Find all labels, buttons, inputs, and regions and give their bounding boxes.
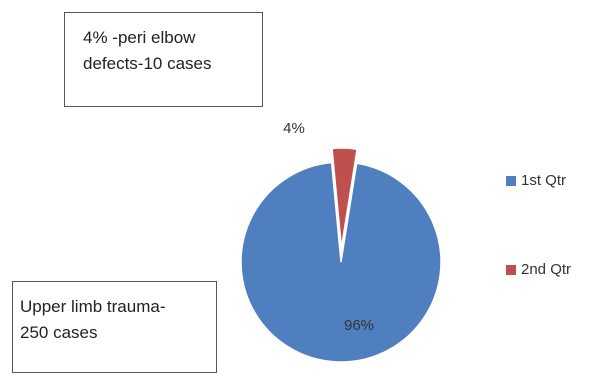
pie-slices [240, 147, 442, 363]
annotation-upper-limb: Upper limb trauma- 250 cases [12, 281, 217, 373]
legend-swatch-1st-qtr [506, 175, 516, 186]
legend-swatch-2nd-qtr [506, 264, 516, 275]
annotation-peri-elbow: 4% -peri elbow defects-10 cases [64, 12, 263, 107]
pie-slice-1st-qtr [240, 161, 442, 363]
data-label-2nd-qtr: 4% [283, 120, 305, 137]
legend-entry-2nd-qtr: 2nd Qtr [506, 261, 571, 278]
pie-slice-2nd-qtr [331, 147, 358, 249]
legend-label-1st-qtr: 1st Qtr [521, 172, 567, 189]
pie-data-labels: 96% 4% [283, 120, 374, 334]
data-label-1st-qtr: 96% [344, 317, 374, 334]
legend-label-2nd-qtr: 2nd Qtr [521, 261, 572, 278]
legend-entry-1st-qtr: 1st Qtr [506, 172, 566, 189]
